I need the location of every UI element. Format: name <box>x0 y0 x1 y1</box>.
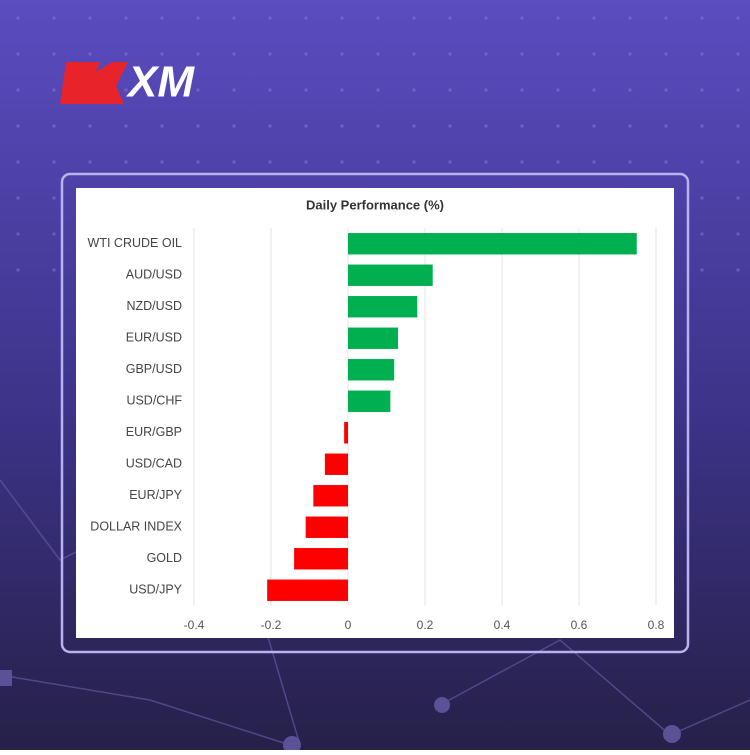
y-tick-label: USD/CAD <box>126 457 182 471</box>
y-tick-label: EUR/USD <box>126 331 182 345</box>
y-tick-label: USD/CHF <box>126 394 182 408</box>
x-tick-label: 0.4 <box>494 618 511 632</box>
bar <box>348 390 391 412</box>
bar <box>348 327 399 349</box>
x-tick-label: 0.6 <box>571 618 588 632</box>
y-tick-label: NZD/USD <box>126 299 182 313</box>
bar <box>348 296 418 318</box>
x-tick-label: 0 <box>345 618 352 632</box>
plot: -0.4 -0.2 0 0.2 0.4 0.6 0.8 WTI CRUDE OIL AUD/US… <box>88 228 665 632</box>
frame <box>60 172 690 654</box>
bar <box>324 453 348 475</box>
y-tick-label: DOLLAR INDEX <box>90 520 182 534</box>
x-tick-label: 0.2 <box>417 618 434 632</box>
bar <box>267 579 348 601</box>
bar <box>348 233 637 255</box>
y-tick-label: USD/JPY <box>129 583 182 597</box>
y-tick-label: EUR/GBP <box>126 425 182 439</box>
x-tick-label: -0.4 <box>184 618 205 632</box>
chart-title: Daily Performance (%) <box>306 197 444 212</box>
y-tick-label: GBP/USD <box>126 362 182 376</box>
y-tick-label: WTI CRUDE OIL <box>88 236 182 250</box>
bar <box>313 485 348 507</box>
logo: XM <box>60 58 195 107</box>
bar <box>305 516 348 538</box>
logo-mark <box>60 62 128 104</box>
bar <box>348 264 433 286</box>
bar <box>344 422 348 444</box>
y-tick-label: GOLD <box>147 551 182 565</box>
y-tick-label: EUR/JPY <box>129 488 182 502</box>
bar <box>294 548 348 570</box>
y-tick-label: AUD/USD <box>126 268 182 282</box>
bar <box>348 359 395 381</box>
logo-text: XM <box>125 58 195 107</box>
x-tick-label: -0.2 <box>261 618 282 632</box>
chart-panel <box>76 188 674 638</box>
x-tick-label: 0.8 <box>648 618 665 632</box>
